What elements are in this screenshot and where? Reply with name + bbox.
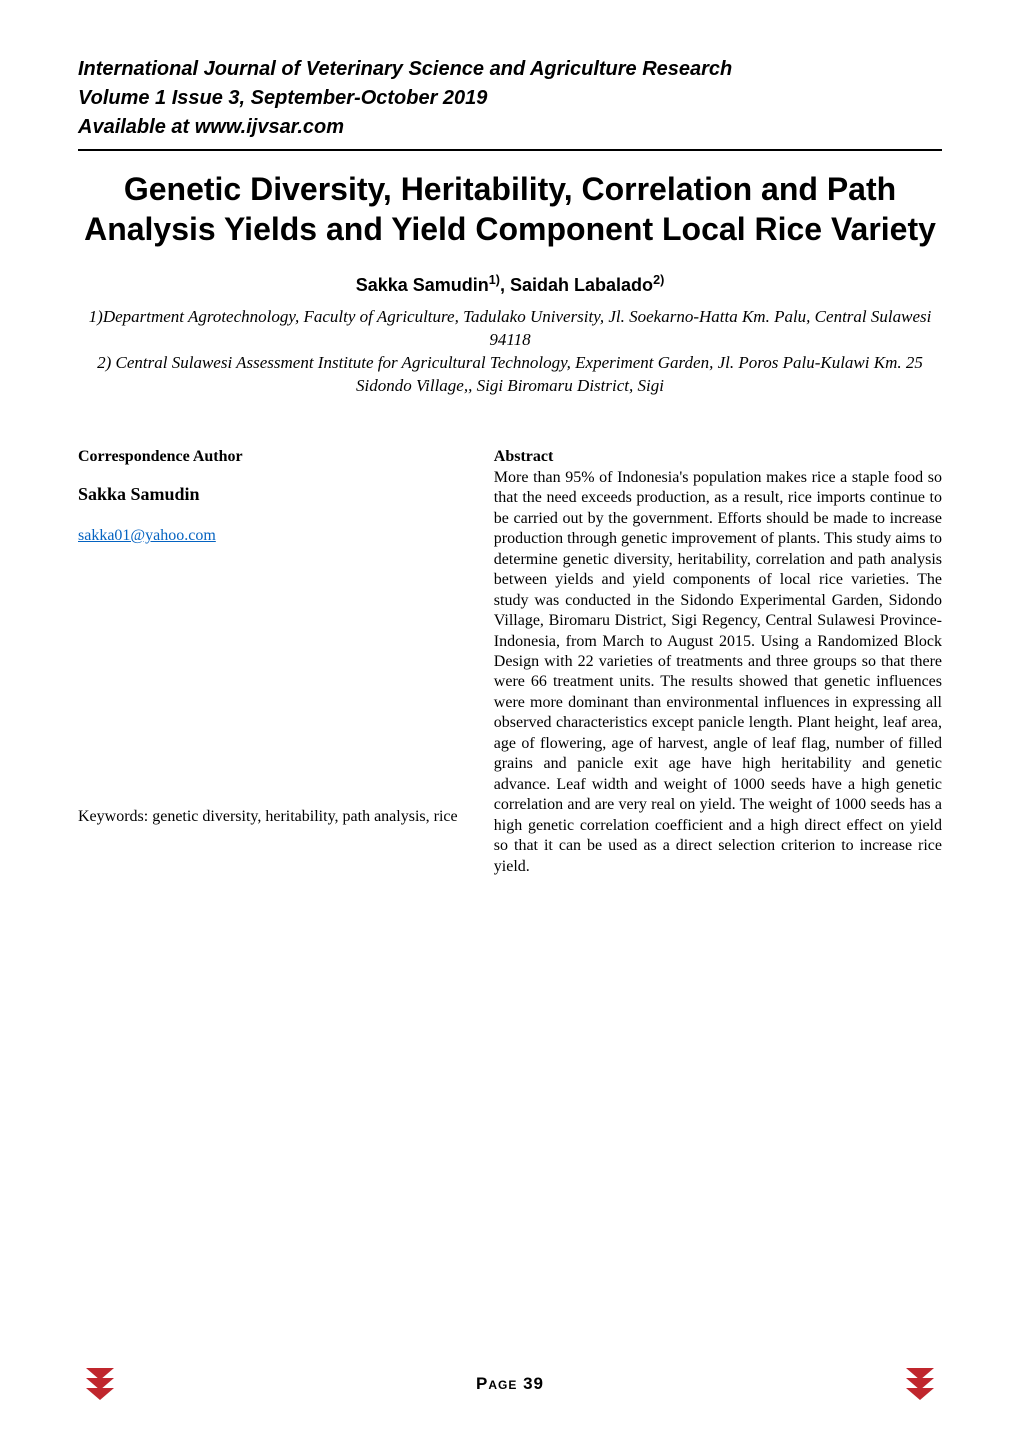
page-number-label: Page 39: [476, 1374, 544, 1394]
authors-line: Sakka Samudin1), Saidah Labalado2): [78, 273, 942, 296]
journal-header: International Journal of Veterinary Scie…: [78, 56, 942, 141]
abstract-body: More than 95% of Indonesia's population …: [494, 468, 942, 877]
journal-name: International Journal of Veterinary Scie…: [78, 56, 942, 83]
affiliation-2: 2) Central Sulawesi Assessment Institute…: [78, 352, 942, 398]
author-separator: ,: [500, 275, 510, 295]
footer-down-arrow-left-icon: [78, 1362, 122, 1406]
affiliations: 1)Department Agrotechnology, Faculty of …: [78, 306, 942, 398]
affiliation-1: 1)Department Agrotechnology, Faculty of …: [78, 306, 942, 352]
article-title: Genetic Diversity, Heritability, Correla…: [78, 169, 942, 249]
author-1-name: Sakka Samudin: [356, 275, 489, 295]
keywords: Keywords: genetic diversity, heritabilit…: [78, 805, 460, 828]
author-2-name: Saidah Labalado: [510, 275, 653, 295]
page-footer: Page 39: [78, 1362, 942, 1406]
journal-issue: Volume 1 Issue 3, September-October 2019: [78, 85, 942, 112]
author-1-sup: 1): [489, 273, 500, 287]
page-number: 39: [523, 1374, 544, 1393]
journal-availability: Available at www.ijvsar.com: [78, 114, 942, 141]
footer-down-arrow-right-icon: [898, 1362, 942, 1406]
two-column-layout: Correspondence Author Sakka Samudin sakk…: [78, 448, 942, 877]
header-divider: [78, 149, 942, 151]
right-column: Abstract More than 95% of Indonesia's po…: [494, 448, 942, 877]
correspondence-author-name: Sakka Samudin: [78, 484, 460, 505]
abstract-label: Abstract: [494, 448, 942, 466]
correspondence-email-link[interactable]: sakka01@yahoo.com: [78, 527, 216, 545]
correspondence-label: Correspondence Author: [78, 448, 460, 466]
author-2-sup: 2): [653, 273, 664, 287]
left-column: Correspondence Author Sakka Samudin sakk…: [78, 448, 460, 877]
page-label-text: Page: [476, 1374, 517, 1393]
